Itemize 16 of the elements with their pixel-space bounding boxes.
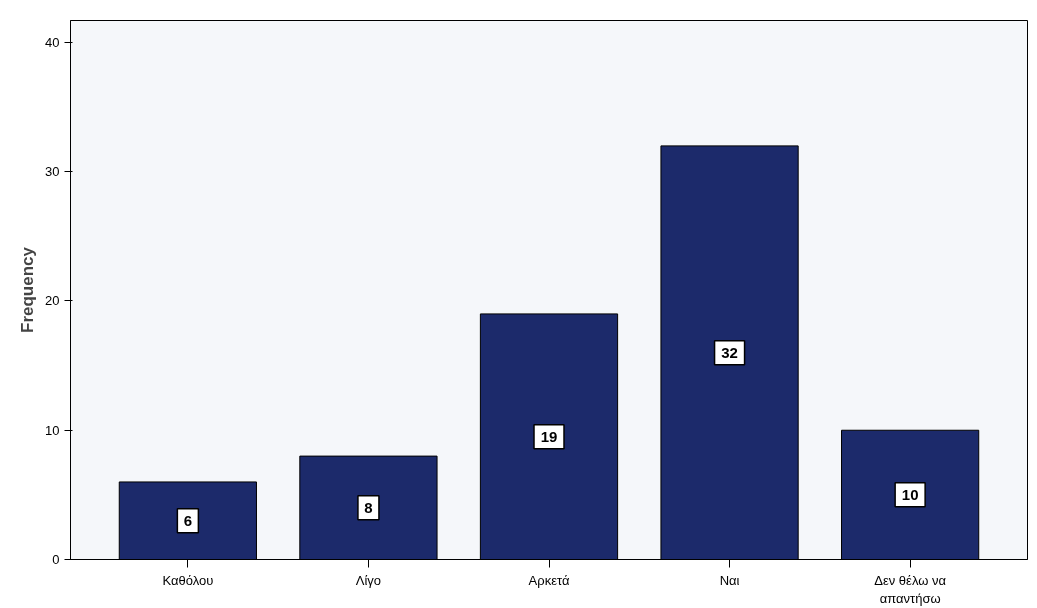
y-tick-label: 40 xyxy=(45,34,60,50)
data-label: 10 xyxy=(901,485,919,503)
x-tick-label: Ναι xyxy=(719,572,740,588)
data-label: 32 xyxy=(721,343,738,361)
y-tick-label: 10 xyxy=(45,422,60,438)
y-tick-label: 20 xyxy=(45,293,60,309)
y-axis-title: Frequency xyxy=(18,246,38,333)
x-tick-label: Λίγο xyxy=(355,572,382,588)
data-label: 19 xyxy=(540,427,558,445)
y-tick-label: 30 xyxy=(45,164,60,180)
y-tick-label: 0 xyxy=(52,552,60,567)
x-tick-label: Καθόλου xyxy=(162,572,214,588)
x-tick-label: Δεν θέλω να απαντήσω xyxy=(874,572,947,606)
x-tick-label: Αρκετά xyxy=(528,572,570,588)
data-label: 6 xyxy=(183,511,193,529)
data-label: 8 xyxy=(364,498,373,516)
